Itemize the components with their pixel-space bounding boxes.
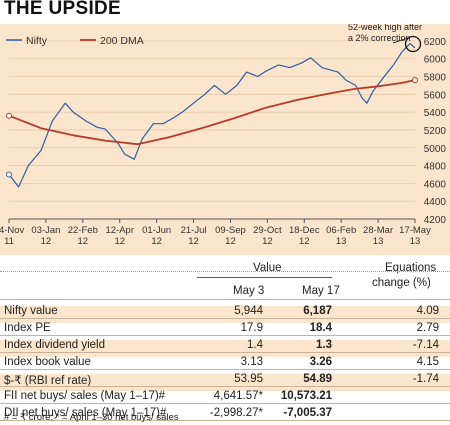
x-tick-label: 29-Oct (253, 225, 282, 236)
dma-start-marker (6, 112, 12, 119)
row-label: Index book value (4, 356, 91, 368)
row-label: Index dividend yield (4, 339, 106, 351)
x-tick-label: 12-Apr (105, 225, 134, 236)
row-label: FII net buys/ sales (May 1–17)# (4, 390, 166, 402)
row-change: 4.15 (416, 356, 439, 368)
x-tick-label: 06-Feb (326, 225, 356, 236)
x-tick-label: 14-Nov (0, 225, 25, 236)
chart-panel: 4200 4400 4600 4800 5000 5200 5400 5600 5800 6000… (0, 24, 450, 255)
row-may17: -7,005.37 (283, 407, 332, 419)
y-tick-label: 6000 (424, 55, 447, 66)
x-tick-label: 03-Jan (31, 225, 60, 236)
row-rule (0, 352, 450, 353)
x-tick-label: 17-May (399, 225, 431, 236)
y-tick-label: 5200 (424, 126, 447, 137)
x-tick-label: 12 (188, 236, 199, 247)
header-may17: May 17 (302, 285, 340, 297)
y-tick-label: 5600 (424, 90, 447, 101)
x-tick-label: 11 (4, 236, 14, 247)
nifty-start-marker (6, 171, 12, 178)
row-rule (0, 318, 450, 319)
row-rule (0, 420, 450, 421)
row-may17: 1.3 (316, 339, 332, 351)
row-shade (0, 306, 450, 323)
annotation-leader (392, 37, 409, 44)
x-tick-label: 12 (262, 236, 273, 247)
x-tick-label: 12 (151, 236, 162, 247)
header-change: change (%) (372, 277, 431, 289)
x-tick-label: 18-Dec (289, 225, 320, 236)
row-change: -1.74 (412, 373, 439, 385)
x-tick-label: 22-Feb (68, 225, 98, 236)
header-equations: Equations (385, 262, 437, 274)
y-tick-label: 4600 (424, 179, 447, 190)
row-rule (0, 299, 450, 300)
row-label: Index PE (4, 322, 51, 334)
row-may17: 54.89 (303, 373, 332, 385)
line-chart: 4200 4400 4600 4800 5000 5200 5400 5600 5800 6000… (0, 24, 447, 247)
y-tick-label: 5800 (424, 73, 447, 84)
x-tick-label: 28-Mar (363, 225, 393, 236)
valuation-table: Value Equations change (%) May 3 May 17 … (0, 255, 450, 425)
y-tick-label: 4200 (424, 215, 447, 226)
series-line-200-dma (8, 79, 416, 146)
x-tick-label: 13 (410, 236, 421, 247)
dma-end-marker (412, 77, 418, 84)
x-tick-label: 09-Sep (215, 225, 246, 236)
annotation-text: a 2% correction (348, 33, 411, 43)
row-rule (0, 271, 450, 272)
value-header-rule (197, 277, 332, 278)
x-tick-label: 13 (373, 236, 384, 247)
x-tick-label: 12 (41, 236, 52, 247)
y-tick-label: 4800 (424, 162, 447, 173)
y-tick-label: 5400 (424, 108, 447, 119)
row-rule (0, 369, 450, 370)
y-tick-label: 6200 (424, 37, 447, 48)
series-line-nifty (8, 43, 416, 188)
row-may17: 3.26 (309, 356, 332, 368)
row-rule (0, 403, 450, 404)
y-tick-label: 4400 (424, 197, 447, 208)
row-may3: 1.4 (247, 339, 263, 351)
x-tick-label: 12 (299, 236, 310, 247)
row-label: DII net buys/ sales (May 1–17)# (4, 407, 167, 419)
row-may3: 5,944 (234, 305, 263, 317)
x-tick-label: 01-Jun (142, 225, 171, 236)
header-value: Value (253, 262, 282, 274)
y-tick-label: 5000 (424, 144, 447, 155)
row-may17: 6,187 (303, 305, 332, 317)
x-tick-label: 12 (78, 236, 89, 247)
legend-label-dma: 200 DMA (100, 35, 144, 47)
row-may3: 17.9 (240, 322, 263, 334)
row-may3: 4,641.57* (213, 390, 263, 402)
row-change: 4.09 (416, 305, 439, 317)
row-may17: 18.4 (309, 322, 332, 334)
breakout-circle (404, 35, 422, 53)
row-label: Nifty value (4, 305, 58, 317)
row-change: 2.79 (416, 322, 439, 334)
row-may17: 10,573.21 (280, 390, 332, 402)
annotation-text: 52-week high after (348, 24, 422, 32)
row-label: $-₹ (RBI ref rate) (4, 375, 92, 387)
table-footnote: # = ₹ crore; * = April 1–30 net buys/ sa… (4, 412, 179, 423)
chart-title: THE UPSIDE (4, 0, 122, 19)
x-tick-label: 12 (225, 236, 236, 247)
x-tick-label: 21-Jul (181, 225, 207, 236)
x-tick-label: 13 (336, 236, 347, 247)
row-rule (0, 386, 450, 387)
row-may3: 3.13 (240, 356, 263, 368)
row-rule (0, 335, 450, 336)
header-may3: May 3 (233, 285, 265, 297)
legend-label-nifty: Nifty (26, 35, 48, 47)
row-change: -7.14 (412, 339, 439, 351)
row-may3: 53.95 (234, 373, 263, 385)
row-may3: -2,998.27* (209, 407, 263, 419)
x-tick-label: 12 (114, 236, 125, 247)
